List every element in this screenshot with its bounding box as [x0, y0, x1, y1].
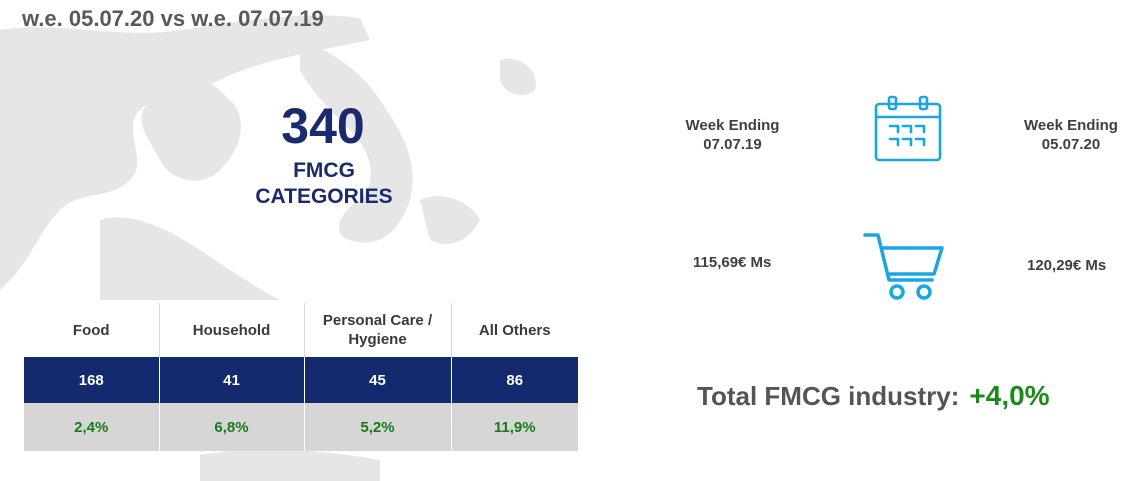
- left-week-label: Week Ending 07.07.19: [670, 116, 795, 154]
- category-table: Food Household Personal Care / Hygiene A…: [24, 303, 578, 451]
- count-personal-care: 45: [304, 357, 452, 403]
- total-label: Total FMCG industry:: [697, 381, 960, 411]
- growth-food: 2,4%: [24, 403, 160, 451]
- header-food: Food: [24, 303, 160, 357]
- count-food: 168: [24, 357, 160, 403]
- greece-map-background: [0, 15, 536, 481]
- calendar-icon: [874, 95, 942, 162]
- shopping-cart-icon: [863, 233, 944, 300]
- category-label-line1: FMCG: [293, 159, 355, 182]
- page-title: w.e. 05.07.20 vs w.e. 07.07.19: [22, 6, 324, 31]
- left-week-line1: Week Ending: [685, 117, 780, 134]
- growth-household: 6,8%: [159, 403, 305, 451]
- right-week-line1: Week Ending: [1024, 117, 1118, 134]
- right-week-line2: 05.07.20: [1041, 136, 1101, 153]
- category-count: 340: [281, 98, 365, 154]
- count-all-others: 86: [451, 357, 578, 403]
- header-household: Household: [159, 303, 305, 357]
- total-industry: Total FMCG industry: +4,0%: [697, 380, 1050, 412]
- growth-all-others: 11,9%: [451, 403, 578, 451]
- left-value: 115,69€ Ms: [693, 254, 772, 271]
- header-personal-care-label: Personal Care / Hygiene: [322, 312, 433, 348]
- category-label: FMCG CATEGORIES: [230, 158, 418, 210]
- table-header-row: Food Household Personal Care / Hygiene A…: [24, 303, 578, 357]
- total-value: +4,0%: [969, 380, 1050, 411]
- growth-personal-care: 5,2%: [304, 403, 452, 451]
- count-household: 41: [159, 357, 305, 403]
- table-row-growth: 2,4% 6,8% 5,2% 11,9%: [24, 403, 578, 451]
- header-all-others: All Others: [451, 303, 578, 357]
- header-personal-care: Personal Care / Hygiene: [304, 303, 452, 357]
- category-label-line2: CATEGORIES: [255, 185, 393, 208]
- table-row-counts: 168 41 45 86: [24, 357, 578, 403]
- right-value: 120,29€ Ms: [1027, 257, 1107, 274]
- right-week-label: Week Ending 05.07.20: [1006, 116, 1136, 154]
- left-week-line2: 07.07.19: [703, 136, 762, 153]
